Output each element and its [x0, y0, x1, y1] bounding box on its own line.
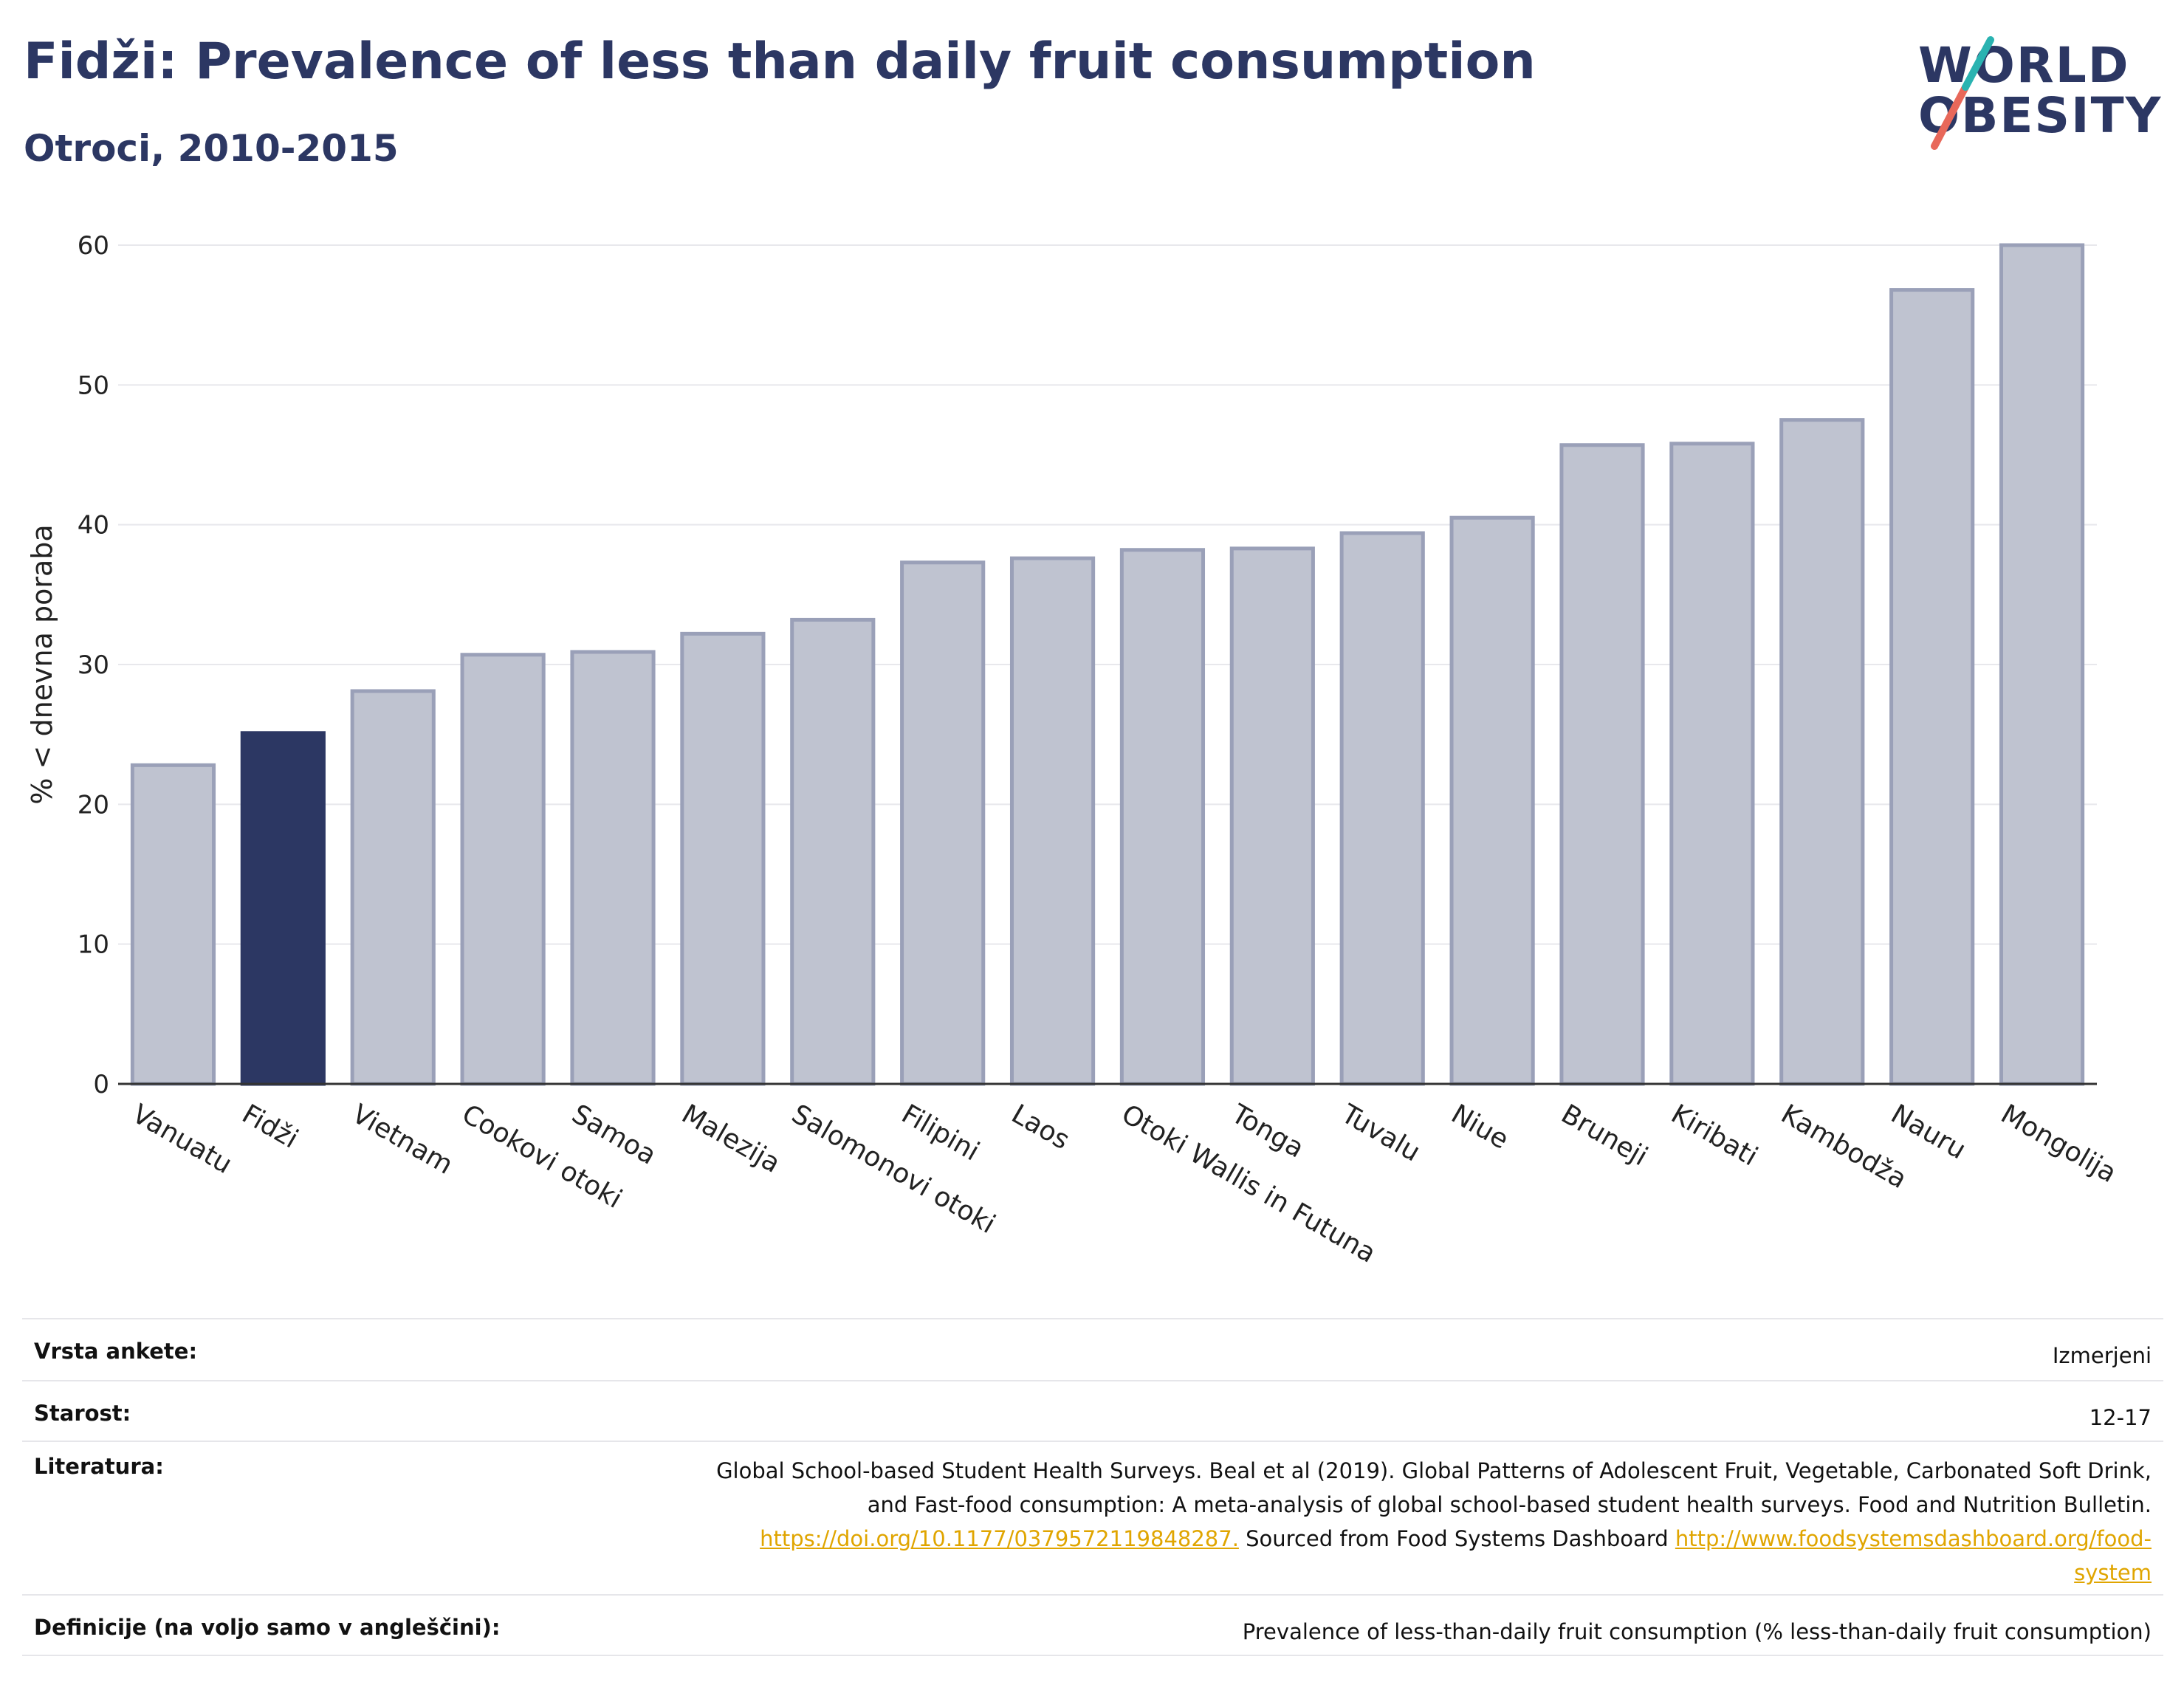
x-tick-label: Tuvalu [1336, 1099, 1425, 1168]
y-tick-label: 0 [93, 1070, 109, 1099]
bar-chart: 0 10 20 30 40 50 60 % < dnevna poraba Vanuatu Fid… [26, 231, 2121, 1269]
definitions-value: Prevalence of less-than-daily fruit cons… [1242, 1619, 2152, 1644]
bar [570, 650, 656, 1086]
reference-line-2: and Fast-food consumption: A meta-analys… [867, 1492, 2152, 1517]
bar [1119, 548, 1206, 1086]
age-label: Starost: [34, 1401, 131, 1426]
bar [130, 763, 216, 1086]
bar [1889, 288, 1975, 1086]
x-tick-label: Tonga [1226, 1099, 1309, 1164]
x-tick-label: Bruneji [1556, 1099, 1653, 1172]
x-tick-label: Nauru [1886, 1099, 1971, 1165]
bar [1559, 443, 1645, 1086]
bar [1339, 531, 1425, 1086]
x-tick-label: Kiribati [1666, 1099, 1762, 1172]
info-row-references: Literatura: Global School-based Student … [22, 1441, 2163, 1594]
y-tick-label: 60 [78, 231, 109, 261]
x-tick-label: Fidži [237, 1099, 303, 1154]
bar [680, 631, 766, 1086]
food-systems-link-cont[interactable]: system [2074, 1560, 2152, 1585]
y-axis-label: % < dnevna poraba [26, 524, 58, 804]
info-row-definitions: Definicije (na voljo samo v angleščini):… [22, 1594, 2163, 1656]
info-table: Vrsta ankete: Izmerjeni Starost: 12-17 L… [22, 1318, 2163, 1656]
references-value: Global School-based Student Health Surve… [716, 1454, 2152, 1594]
x-tick-label: Mongolija [1996, 1099, 2121, 1189]
y-tick-label: 10 [78, 930, 109, 960]
bar [350, 689, 436, 1086]
x-tick-label: Vanuatu [127, 1099, 237, 1180]
x-tick-label: Vietnam [347, 1099, 458, 1181]
bar [1999, 243, 2085, 1086]
bar [1779, 418, 1865, 1086]
x-tick-label: Filipini [896, 1099, 984, 1167]
bar [460, 653, 546, 1086]
reference-line-3: https://doi.org/10.1177/0379572119848287… [716, 1522, 2152, 1556]
x-tick-label: Laos [1006, 1099, 1074, 1156]
logo-line-1: WORLD [1918, 37, 2130, 94]
bar [900, 560, 986, 1086]
logo-slash-icon [1931, 36, 1994, 150]
bar [1669, 442, 1755, 1086]
bar [1229, 546, 1315, 1086]
x-tick-label: Malezija [676, 1099, 785, 1179]
x-tick-label: Samoa [567, 1099, 662, 1171]
x-tick-label: Salomonovi otoki [786, 1099, 1000, 1240]
y-tick-label: 50 [78, 371, 109, 400]
age-value: 12-17 [2089, 1405, 2152, 1430]
bar [790, 617, 876, 1086]
y-tick-label: 30 [78, 650, 109, 680]
survey-value: Izmerjeni [2052, 1343, 2152, 1368]
info-row-survey: Vrsta ankete: Izmerjeni [22, 1318, 2163, 1380]
info-row-age: Starost: 12-17 [22, 1380, 2163, 1441]
y-tick-label: 20 [78, 790, 109, 820]
references-label: Literatura: [34, 1454, 164, 1479]
food-systems-link[interactable]: http://www.foodsystemsdashboard.org/food… [1675, 1526, 2152, 1551]
doi-link[interactable]: https://doi.org/10.1177/0379572119848287… [760, 1526, 1239, 1551]
reference-line-1: Global School-based Student Health Surve… [716, 1458, 2152, 1483]
bar [1449, 515, 1535, 1086]
bar [1009, 556, 1096, 1086]
page-title: Fidži: Prevalence of less than daily fru… [24, 32, 1536, 91]
x-tick-label: Kambodža [1776, 1099, 1912, 1195]
page-subtitle: Otroci, 2010-2015 [24, 127, 399, 170]
reference-line-4: system [716, 1556, 2152, 1590]
bar [240, 731, 326, 1086]
world-obesity-logo: WORLD OBESITY [1918, 22, 2162, 162]
x-tick-label: Niue [1446, 1099, 1514, 1155]
definitions-label: Definicije (na voljo samo v angleščini): [34, 1615, 501, 1640]
survey-label: Vrsta ankete: [34, 1339, 198, 1364]
reference-source-text: Sourced from Food Systems Dashboard [1238, 1526, 1675, 1551]
y-tick-label: 40 [78, 511, 109, 540]
